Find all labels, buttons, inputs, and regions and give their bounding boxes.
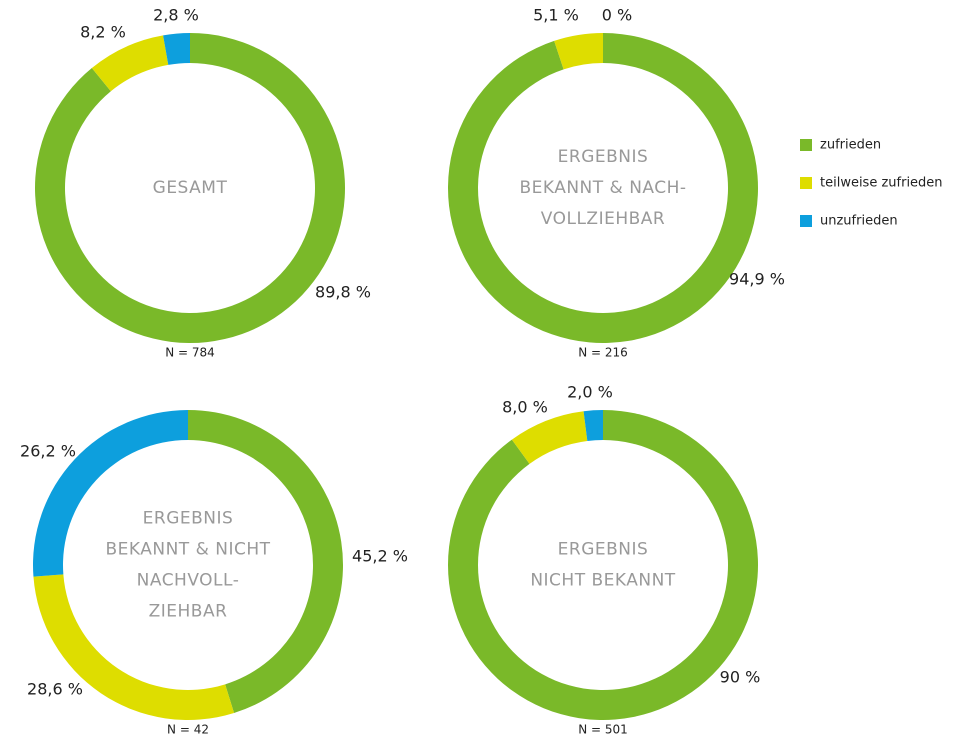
center-title: BEKANNT & NACH-: [519, 178, 686, 198]
center-title: NICHT BEKANNT: [530, 571, 675, 591]
center-title: NACHVOLL-: [137, 571, 240, 591]
sample-size: N = 42: [167, 723, 209, 737]
legend-label: teilweise zufrieden: [820, 176, 943, 191]
donut-segment: [32, 409, 188, 577]
donut-segment: [163, 33, 190, 65]
legend-label: zufrieden: [820, 138, 881, 153]
value-label: 90 %: [720, 668, 761, 687]
legend-swatch: [800, 215, 812, 227]
donut-segment: [511, 411, 588, 464]
donut-segment: [554, 33, 603, 70]
value-label: 89,8 %: [315, 283, 371, 302]
center-title: GESAMT: [153, 178, 228, 198]
donut-segment: [91, 35, 169, 92]
value-label: 2,8 %: [153, 6, 199, 25]
donut-segment: [188, 410, 344, 714]
center-title: ERGEBNIS: [143, 509, 234, 529]
center-title: BEKANNT & NICHT: [105, 540, 270, 560]
legend-label: unzufrieden: [820, 214, 898, 229]
value-label: 2,0 %: [567, 383, 613, 402]
donut-segment: [583, 410, 603, 441]
center-title: ERGEBNIS: [558, 147, 649, 167]
legend-swatch: [800, 139, 812, 151]
value-label: 26,2 %: [20, 442, 76, 461]
sample-size: N = 784: [165, 346, 215, 360]
center-title: VOLLZIEHBAR: [541, 209, 665, 229]
legend-swatch: [800, 177, 812, 189]
donut-segment: [447, 410, 758, 720]
value-label: 45,2 %: [352, 547, 408, 566]
sample-size: N = 216: [578, 346, 628, 360]
value-label: 94,9 %: [729, 270, 785, 289]
value-label: 8,0 %: [502, 398, 548, 417]
value-label: 5,1 %: [533, 6, 579, 25]
value-label: 0 %: [602, 6, 632, 25]
center-title: ERGEBNIS: [558, 540, 649, 560]
value-label: 28,6 %: [27, 680, 83, 699]
center-title: ZIEHBAR: [149, 602, 228, 622]
value-label: 8,2 %: [80, 23, 126, 42]
donut-segment: [33, 574, 235, 721]
sample-size: N = 501: [578, 723, 628, 737]
